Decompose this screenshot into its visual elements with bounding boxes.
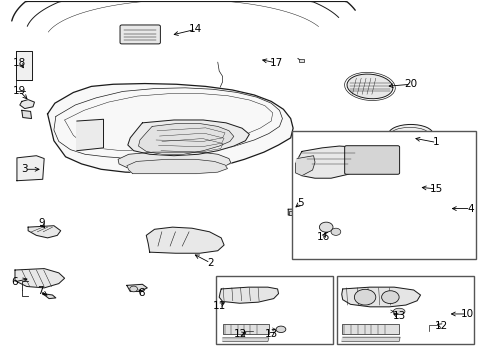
Text: 11: 11: [212, 301, 225, 311]
Text: 7: 7: [37, 286, 43, 296]
Text: 10: 10: [460, 309, 473, 319]
Bar: [223, 324, 269, 334]
Circle shape: [129, 286, 137, 292]
Bar: [216, 276, 332, 344]
FancyBboxPatch shape: [406, 172, 448, 194]
Circle shape: [381, 291, 398, 303]
Bar: [291, 131, 475, 259]
Text: 12: 12: [233, 329, 247, 339]
Text: 17: 17: [269, 58, 282, 68]
Text: 5: 5: [297, 198, 303, 208]
Text: 14: 14: [189, 24, 202, 34]
Polygon shape: [126, 159, 227, 174]
Polygon shape: [47, 84, 292, 173]
Bar: [298, 59, 303, 62]
Text: 13: 13: [392, 311, 405, 321]
Polygon shape: [222, 338, 268, 342]
Ellipse shape: [276, 326, 285, 333]
Text: 19: 19: [13, 86, 26, 96]
Text: 3: 3: [21, 164, 28, 174]
Text: 15: 15: [429, 184, 442, 194]
Bar: [341, 324, 398, 334]
Circle shape: [354, 289, 375, 305]
Polygon shape: [22, 111, 31, 118]
Text: 8: 8: [138, 288, 144, 297]
Polygon shape: [127, 120, 249, 156]
Text: 12: 12: [434, 321, 447, 331]
Text: 16: 16: [316, 232, 329, 242]
Polygon shape: [126, 284, 147, 292]
Polygon shape: [42, 294, 56, 298]
Text: 20: 20: [404, 79, 416, 89]
Polygon shape: [20, 100, 34, 109]
Polygon shape: [146, 227, 224, 253]
Polygon shape: [15, 269, 64, 288]
Text: 9: 9: [38, 218, 44, 228]
Text: 13: 13: [264, 329, 277, 339]
Text: 2: 2: [207, 258, 213, 268]
Polygon shape: [219, 287, 278, 303]
Polygon shape: [16, 51, 31, 80]
Ellipse shape: [387, 125, 432, 144]
Circle shape: [319, 222, 332, 232]
Text: 6: 6: [12, 277, 18, 287]
Polygon shape: [77, 119, 103, 151]
Text: 4: 4: [467, 203, 473, 213]
Polygon shape: [17, 156, 44, 181]
FancyBboxPatch shape: [344, 146, 399, 174]
Circle shape: [330, 228, 340, 235]
FancyBboxPatch shape: [120, 25, 160, 44]
Bar: [288, 211, 305, 215]
Polygon shape: [287, 208, 308, 216]
Polygon shape: [341, 287, 420, 307]
Polygon shape: [138, 123, 233, 154]
Bar: [336, 276, 473, 344]
Polygon shape: [28, 226, 61, 238]
Ellipse shape: [392, 308, 404, 315]
Polygon shape: [295, 146, 371, 178]
Text: 1: 1: [432, 138, 439, 148]
Ellipse shape: [346, 74, 392, 99]
Text: 18: 18: [13, 58, 26, 68]
Polygon shape: [341, 337, 399, 342]
Polygon shape: [295, 156, 314, 176]
Polygon shape: [118, 152, 230, 168]
